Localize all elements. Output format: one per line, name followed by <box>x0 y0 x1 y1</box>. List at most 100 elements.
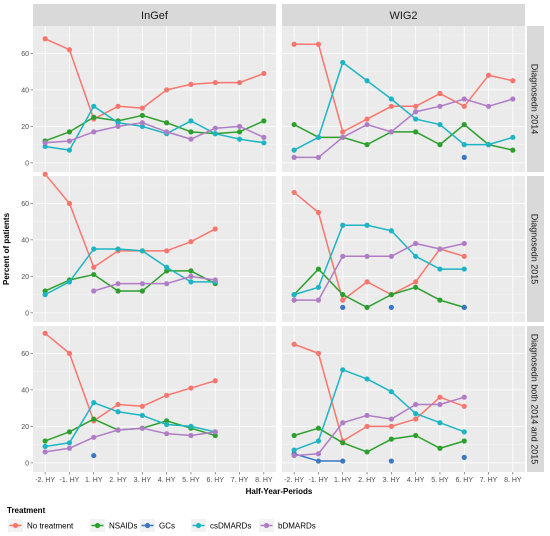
data-point <box>315 284 322 290</box>
row-strip <box>527 26 544 172</box>
data-point <box>364 449 370 455</box>
series-segment <box>463 123 490 146</box>
data-point <box>164 418 170 424</box>
series-bdmards <box>291 240 467 303</box>
data-point <box>139 412 145 419</box>
x-tick-label: 2. HY <box>109 477 127 484</box>
data-point <box>413 116 419 122</box>
data-point <box>188 129 194 135</box>
data-point <box>437 445 443 451</box>
data-point <box>139 123 145 129</box>
data-point <box>315 451 322 457</box>
series-no_treatment <box>291 41 516 135</box>
series-segment <box>141 394 168 408</box>
series-segment <box>93 403 119 422</box>
series-segment <box>342 136 368 146</box>
data-point <box>461 266 467 272</box>
series-segment <box>414 92 441 108</box>
series-nsaids <box>42 268 218 294</box>
data-point <box>66 440 73 446</box>
y-tick-label: 60 <box>21 51 29 58</box>
data-point <box>188 432 194 439</box>
data-point <box>388 458 394 464</box>
data-point <box>461 403 467 409</box>
legend-key-point <box>94 522 101 529</box>
data-point <box>388 389 394 395</box>
series-segment <box>141 121 168 133</box>
series-segment <box>68 48 95 120</box>
series-segment <box>93 418 119 431</box>
series-csdmards <box>42 400 218 450</box>
data-point <box>236 123 243 129</box>
data-point <box>188 81 194 87</box>
data-point <box>91 452 97 459</box>
series-segment <box>342 123 368 139</box>
data-point <box>340 292 346 298</box>
series-segment <box>439 242 465 250</box>
data-point <box>388 292 394 298</box>
data-point <box>388 423 394 429</box>
series-nsaids <box>291 121 516 153</box>
legend-label: GCs <box>159 522 175 531</box>
legend-key-point <box>12 522 19 529</box>
legend-key-point <box>263 522 270 529</box>
data-point <box>510 134 516 140</box>
x-tick-label: 2. HY <box>358 477 376 484</box>
data-point <box>437 142 443 148</box>
series-segment <box>68 248 95 283</box>
data-point <box>413 401 419 408</box>
series-segment <box>439 123 465 146</box>
series-segment <box>366 131 393 146</box>
series-segment <box>439 440 465 450</box>
data-point <box>212 378 218 384</box>
series-segment <box>414 286 441 301</box>
data-point <box>42 438 48 444</box>
series-segment <box>414 255 441 270</box>
data-point <box>66 350 73 356</box>
data-point <box>42 443 48 450</box>
y-tick-label: 0 <box>25 160 29 167</box>
panel-background <box>33 326 276 472</box>
series-segment <box>293 191 320 214</box>
data-point <box>115 281 121 287</box>
y-tick-label: 20 <box>21 424 29 431</box>
series-segment <box>317 61 344 139</box>
series-segment <box>317 369 344 442</box>
y-tick-label: 60 <box>21 201 29 208</box>
data-point <box>91 434 97 440</box>
series-segment <box>165 275 192 285</box>
data-point <box>510 96 516 102</box>
data-point <box>340 134 346 140</box>
data-point <box>461 304 467 310</box>
data-point <box>340 253 346 259</box>
data-point <box>461 394 467 400</box>
column-strip <box>282 4 525 26</box>
series-segment <box>414 131 441 146</box>
series-segment <box>487 143 514 151</box>
series-segment <box>293 268 320 296</box>
series-segment <box>68 401 95 444</box>
series-segment <box>214 125 241 129</box>
data-point <box>461 253 467 259</box>
data-point <box>139 425 145 431</box>
series-bdmards <box>42 425 218 455</box>
data-point <box>291 432 297 439</box>
data-point <box>66 47 73 53</box>
data-point <box>236 79 243 86</box>
y-tick-label: 40 <box>21 237 29 244</box>
data-point <box>42 143 48 150</box>
series-segment <box>44 431 71 442</box>
series-segment <box>68 116 95 133</box>
data-point <box>91 103 97 109</box>
series-csdmards <box>291 367 467 453</box>
data-point <box>66 129 73 135</box>
data-point <box>42 36 48 42</box>
legend-label: csDMARDs <box>210 522 251 531</box>
series-segment <box>190 425 216 433</box>
x-tick-label: 7. HY <box>231 477 249 484</box>
data-point <box>188 385 194 391</box>
x-axis-title: Half-Year-Periods <box>246 487 313 496</box>
series-segment <box>68 202 95 268</box>
series-segment <box>317 352 344 442</box>
